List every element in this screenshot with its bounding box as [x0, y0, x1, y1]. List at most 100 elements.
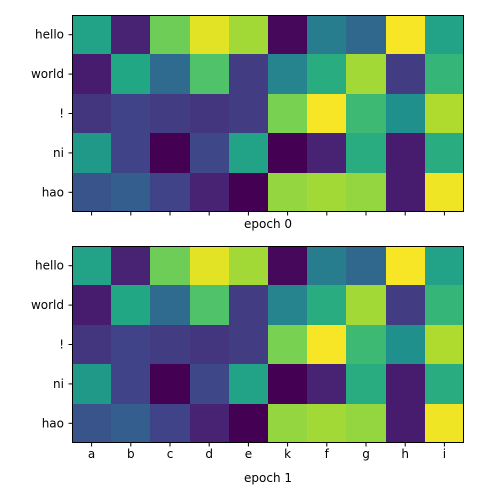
heatmap-cell-ni-a [72, 364, 111, 404]
heatmap-cell-!-a [72, 325, 111, 364]
heatmap-cell-hao-h [386, 404, 425, 443]
y-tick-label-hello: hello [35, 259, 64, 273]
heatmap-cell-!-h [386, 94, 425, 133]
heatmap-cell-hao-b [111, 173, 150, 212]
heatmap-cell-world-h [386, 285, 425, 325]
heatmap-cell-world-h [386, 54, 425, 94]
heatmap-cell-world-a [72, 285, 111, 325]
axes-frame [72, 246, 464, 443]
heatmap-cell-ni-k [268, 133, 307, 173]
x-axis-label: epoch 1 [244, 471, 292, 485]
heatmap-cell-world-e [229, 54, 268, 94]
y-tick-label-hello: hello [35, 28, 64, 42]
heatmap-cell-!-e [229, 325, 268, 364]
heatmap-cell-ni-h [386, 364, 425, 404]
heatmap-cell-ni-f [307, 133, 346, 173]
heatmap-cell-world-i [425, 54, 464, 94]
heatmap-cell-hao-i [425, 404, 464, 443]
heatmap-cell-hello-h [386, 246, 425, 285]
heatmap-cell-!-d [190, 94, 229, 133]
heatmap-cell-world-a [72, 54, 111, 94]
heatmap-cell-hello-a [72, 246, 111, 285]
heatmap-cell-world-i [425, 285, 464, 325]
heatmap-cell-hello-c [150, 15, 190, 54]
heatmap-cell-world-c [150, 54, 190, 94]
y-tick-label-ni: ni [53, 146, 64, 160]
heatmap-cell-world-g [346, 54, 386, 94]
y-tick-label-ni: ni [53, 377, 64, 391]
heatmap-cell-!-d [190, 325, 229, 364]
heatmap-cell-ni-a [72, 133, 111, 173]
heatmap-cell-!-k [268, 94, 307, 133]
heatmap-cell-hao-g [346, 404, 386, 443]
heatmap-cell-hello-g [346, 15, 386, 54]
heatmap-cell-world-d [190, 285, 229, 325]
heatmap-cell-hello-i [425, 246, 464, 285]
y-tick-label-world: world [31, 298, 64, 312]
x-tick-label-h: h [401, 447, 409, 461]
heatmap-cell-world-k [268, 54, 307, 94]
heatmap-cell-ni-g [346, 364, 386, 404]
heatmap-cell-ni-d [190, 133, 229, 173]
heatmap-cell-ni-k [268, 364, 307, 404]
heatmap-cell-world-e [229, 285, 268, 325]
x-tick-label-e: e [245, 447, 252, 461]
y-tick-label-!: ! [59, 338, 64, 352]
heatmap-cell-ni-c [150, 364, 190, 404]
heatmap-cell-ni-c [150, 133, 190, 173]
heatmap-cell-ni-e [229, 364, 268, 404]
x-axis-label: epoch 0 [244, 217, 292, 231]
heatmap-cell-hello-b [111, 15, 150, 54]
heatmap-cell-!-g [346, 94, 386, 133]
heatmap-cell-!-f [307, 94, 346, 133]
y-tick-label-world: world [31, 67, 64, 81]
heatmap-cell-hao-d [190, 173, 229, 212]
heatmap-cell-!-i [425, 325, 464, 364]
heatmap-cell-hello-d [190, 15, 229, 54]
heatmap-cell-!-b [111, 325, 150, 364]
heatmap-cell-hello-c [150, 246, 190, 285]
heatmap-cell-hello-f [307, 246, 346, 285]
heatmap-panel-epoch-1: hello world! ni hao a b c d e k f g h i epoch 1 [31, 246, 464, 485]
heatmap-cell-world-b [111, 285, 150, 325]
x-tick-label-g: g [362, 447, 370, 461]
heatmap-cell-hello-b [111, 246, 150, 285]
heatmap-cell-world-b [111, 54, 150, 94]
heatmap-cell-!-f [307, 325, 346, 364]
x-tick-label-i: i [443, 447, 446, 461]
heatmap-cell-hao-b [111, 404, 150, 443]
heatmap-cell-!-i [425, 94, 464, 133]
heatmap-cell-hello-k [268, 15, 307, 54]
heatmap-cell-world-g [346, 285, 386, 325]
heatmap-cell-hello-f [307, 15, 346, 54]
heatmap-cell-hao-e [229, 173, 268, 212]
heatmap-cell-world-d [190, 54, 229, 94]
heatmap-cell-hao-f [307, 173, 346, 212]
heatmap-cell-!-a [72, 94, 111, 133]
heatmap-cell-!-g [346, 325, 386, 364]
heatmap-cell-world-f [307, 285, 346, 325]
heatmap-cell-!-h [386, 325, 425, 364]
heatmap-cell-hello-a [72, 15, 111, 54]
heatmap-cell-hello-k [268, 246, 307, 285]
heatmap-cell-ni-d [190, 364, 229, 404]
heatmap-cell-ni-b [111, 133, 150, 173]
heatmap-cell-ni-h [386, 133, 425, 173]
x-tick-label-k: k [284, 447, 291, 461]
heatmap-cell-ni-i [425, 364, 464, 404]
heatmap-cell-!-b [111, 94, 150, 133]
heatmap-cell-ni-e [229, 133, 268, 173]
x-tick-label-c: c [167, 447, 174, 461]
y-tick-label-!: ! [59, 107, 64, 121]
heatmap-cell-hao-c [150, 404, 190, 443]
x-tick-label-a: a [88, 447, 95, 461]
y-tick-label-hao: hao [42, 185, 64, 199]
heatmap-cell-hello-g [346, 246, 386, 285]
heatmap-cell-ni-i [425, 133, 464, 173]
heatmap-cell-hao-i [425, 173, 464, 212]
heatmap-cell-world-c [150, 285, 190, 325]
heatmap-cell-hao-d [190, 404, 229, 443]
y-tick-label-hao: hao [42, 416, 64, 430]
heatmap-panel-epoch-0: hello world! ni hao epoch 0 [31, 15, 464, 231]
